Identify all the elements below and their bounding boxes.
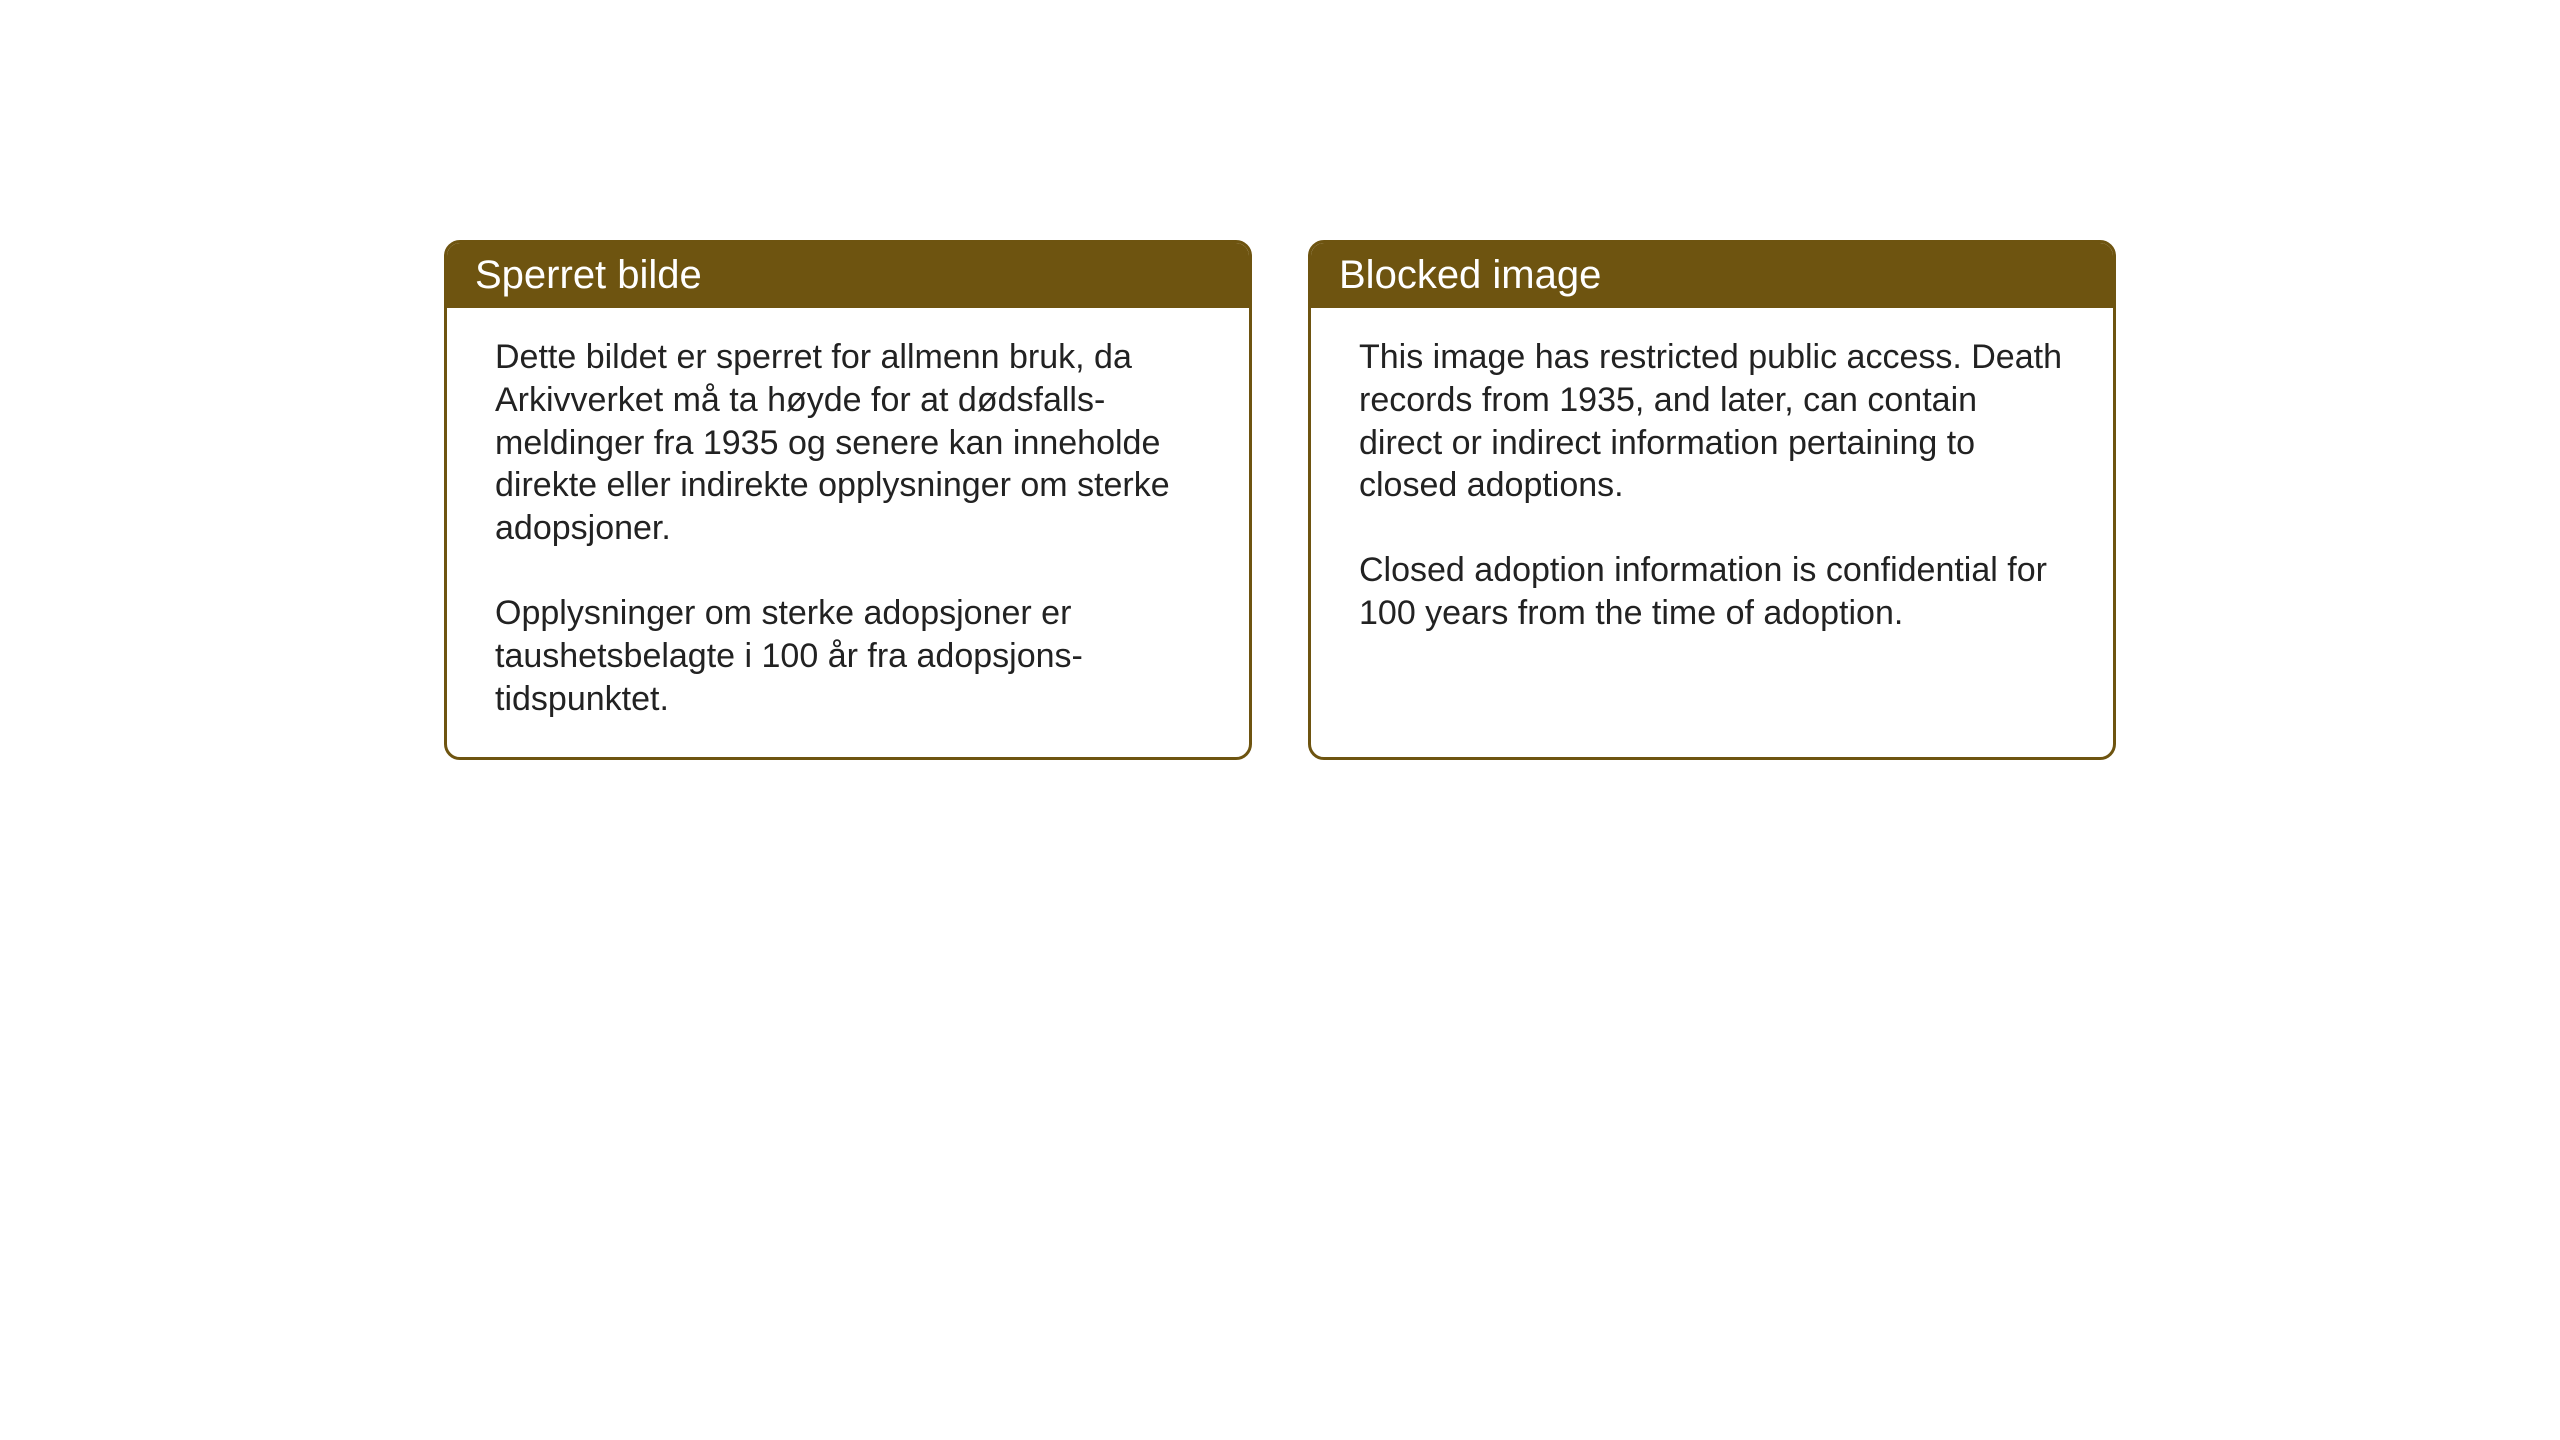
card-header-english: Blocked image [1311, 243, 2113, 308]
notice-card-norwegian: Sperret bilde Dette bildet er sperret fo… [444, 240, 1252, 760]
card-title-norwegian: Sperret bilde [475, 253, 702, 297]
card-title-english: Blocked image [1339, 253, 1601, 297]
paragraph-1-english: This image has restricted public access.… [1359, 336, 2065, 507]
notice-container: Sperret bilde Dette bildet er sperret fo… [444, 240, 2116, 760]
card-body-norwegian: Dette bildet er sperret for allmenn bruk… [447, 308, 1249, 757]
notice-card-english: Blocked image This image has restricted … [1308, 240, 2116, 760]
paragraph-1-norwegian: Dette bildet er sperret for allmenn bruk… [495, 336, 1201, 550]
paragraph-2-norwegian: Opplysninger om sterke adopsjoner er tau… [495, 592, 1201, 720]
paragraph-2-english: Closed adoption information is confident… [1359, 549, 2065, 635]
card-header-norwegian: Sperret bilde [447, 243, 1249, 308]
card-body-english: This image has restricted public access.… [1311, 308, 2113, 671]
